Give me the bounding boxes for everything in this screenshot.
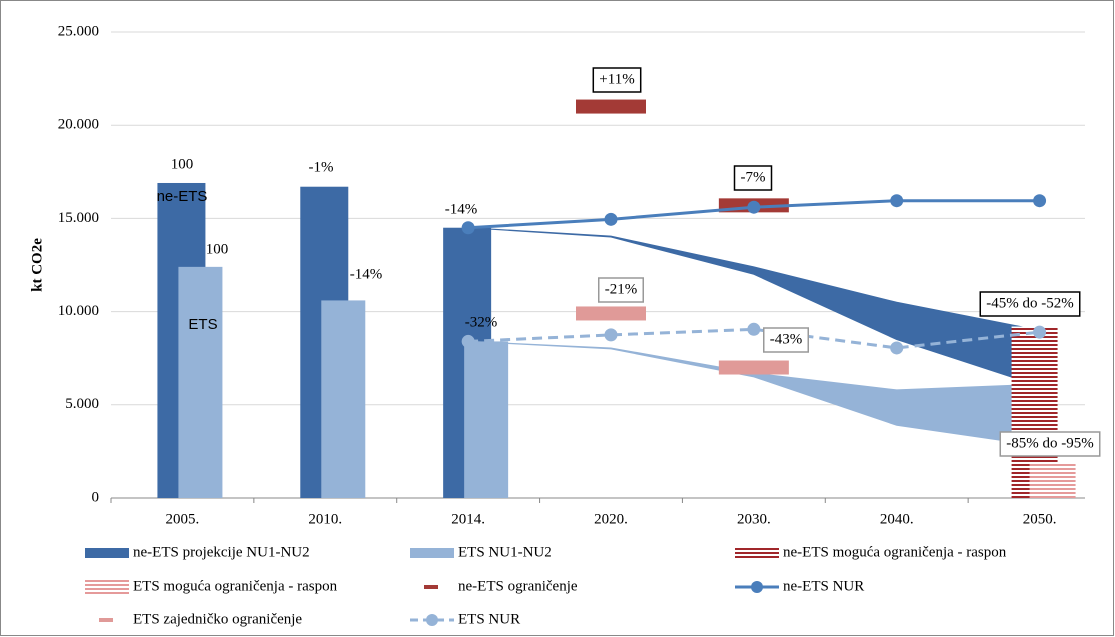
line-point [461, 221, 475, 235]
legend-entry: ne-ETS ograničenje [424, 578, 578, 594]
limit-marker [718, 360, 789, 375]
legend-swatch [410, 548, 454, 558]
legend-label: ne-ETS moguća ograničenja - raspon [783, 544, 1007, 560]
annotation: +11% [592, 67, 642, 93]
annotation: ETS [188, 316, 217, 333]
y-tick-label: 5.000 [65, 396, 99, 412]
annotation-text: -1% [309, 159, 334, 175]
legend-label: ne-ETS projekcije NU1-NU2 [133, 544, 310, 560]
legend-entry: ETS NUR [410, 611, 520, 627]
annotation-text: -32% [465, 314, 498, 330]
annotation: -85% do -95% [999, 431, 1101, 457]
annotation-box [763, 327, 809, 353]
bar [321, 300, 366, 498]
annotation-text: -85% do -95% [1006, 435, 1093, 451]
annotation-box [979, 291, 1081, 317]
y-tick-label: 0 [92, 489, 100, 505]
legend-entry: ne-ETS NUR [735, 578, 864, 594]
bar [464, 341, 509, 498]
annotation-text: -14% [445, 201, 478, 217]
y-tick-label: 25.000 [58, 23, 99, 39]
annotation: -14% [445, 201, 478, 217]
annotation: -32% [465, 314, 498, 330]
legend-label: ne-ETS ograničenje [458, 578, 578, 594]
y-tick-label: 20.000 [58, 117, 99, 133]
bar [178, 266, 223, 498]
annotation: -21% [598, 277, 644, 303]
line-point [604, 328, 618, 342]
line-point [1033, 325, 1047, 339]
limit-marker [576, 306, 646, 321]
legend-entry: ETS moguća ograničenja - raspon [85, 578, 338, 594]
legend-swatch [735, 546, 779, 560]
range-bar [1029, 462, 1076, 498]
annotation-box [598, 277, 644, 303]
annotation-box [999, 431, 1101, 457]
x-tick-label: 2014. [451, 511, 485, 527]
annotation: 100 [206, 241, 229, 257]
annotation: -14% [350, 266, 383, 282]
legend-swatch [99, 618, 113, 622]
y-tick-label: 15.000 [58, 210, 99, 226]
x-tick-label: 2020. [594, 511, 628, 527]
x-tick-label: 2040. [880, 511, 914, 527]
line-point [604, 212, 618, 226]
x-tick-label: 2005. [166, 511, 200, 527]
y-axis-label: kt CO2e [29, 238, 45, 292]
legend-entry: ETS NU1-NU2 [410, 544, 552, 560]
annotation-text: 100 [171, 156, 194, 172]
annotation: -43% [763, 327, 809, 353]
y-tick-label: 10.000 [58, 303, 99, 319]
annotation: -7% [733, 165, 773, 191]
legend-label: ETS moguća ograničenja - raspon [133, 578, 338, 594]
legend-swatch [85, 580, 129, 594]
annotation-box [592, 67, 642, 93]
legend-label: ETS NUR [458, 611, 520, 627]
annotation-text: 100 [206, 241, 229, 257]
line-point [747, 322, 761, 336]
line-point [890, 341, 904, 355]
line-point [1033, 194, 1047, 208]
limit-marker [576, 99, 646, 114]
legend-label: ne-ETS NUR [783, 578, 864, 594]
line-point [747, 200, 761, 214]
legend-entry: ETS zajedničko ograničenje [99, 611, 302, 627]
legend-swatch [751, 581, 763, 593]
x-tick-label: 2030. [737, 511, 771, 527]
legend-label: ETS zajedničko ograničenje [133, 611, 302, 627]
annotation-text: -21% [605, 281, 638, 297]
annotation-text: -43% [770, 331, 803, 347]
legend-entry: ne-ETS moguća ograničenja - raspon [735, 544, 1007, 560]
legend-swatch [85, 548, 129, 558]
annotation: -45% do -52% [979, 291, 1081, 317]
legend-label: ETS NU1-NU2 [458, 544, 552, 560]
legend-swatch [426, 614, 438, 626]
line-point [890, 194, 904, 208]
annotation-text: ETS [188, 316, 217, 333]
annotation: ne-ETS [157, 188, 208, 205]
x-tick-label: 2050. [1023, 511, 1057, 527]
x-tick-label: 2010. [308, 511, 342, 527]
legend-swatch [424, 585, 438, 589]
annotation-text: +11% [599, 71, 634, 87]
legend-entry: ne-ETS projekcije NU1-NU2 [85, 544, 310, 560]
annotation-text: ne-ETS [157, 188, 208, 205]
line-point [461, 334, 475, 348]
annotation-text: -7% [741, 169, 766, 185]
annotation-box [733, 165, 773, 191]
annotation: -1% [309, 159, 334, 175]
annotation-text: -14% [350, 266, 383, 282]
annotation: 100 [171, 156, 194, 172]
annotation-text: -45% do -52% [986, 295, 1073, 311]
